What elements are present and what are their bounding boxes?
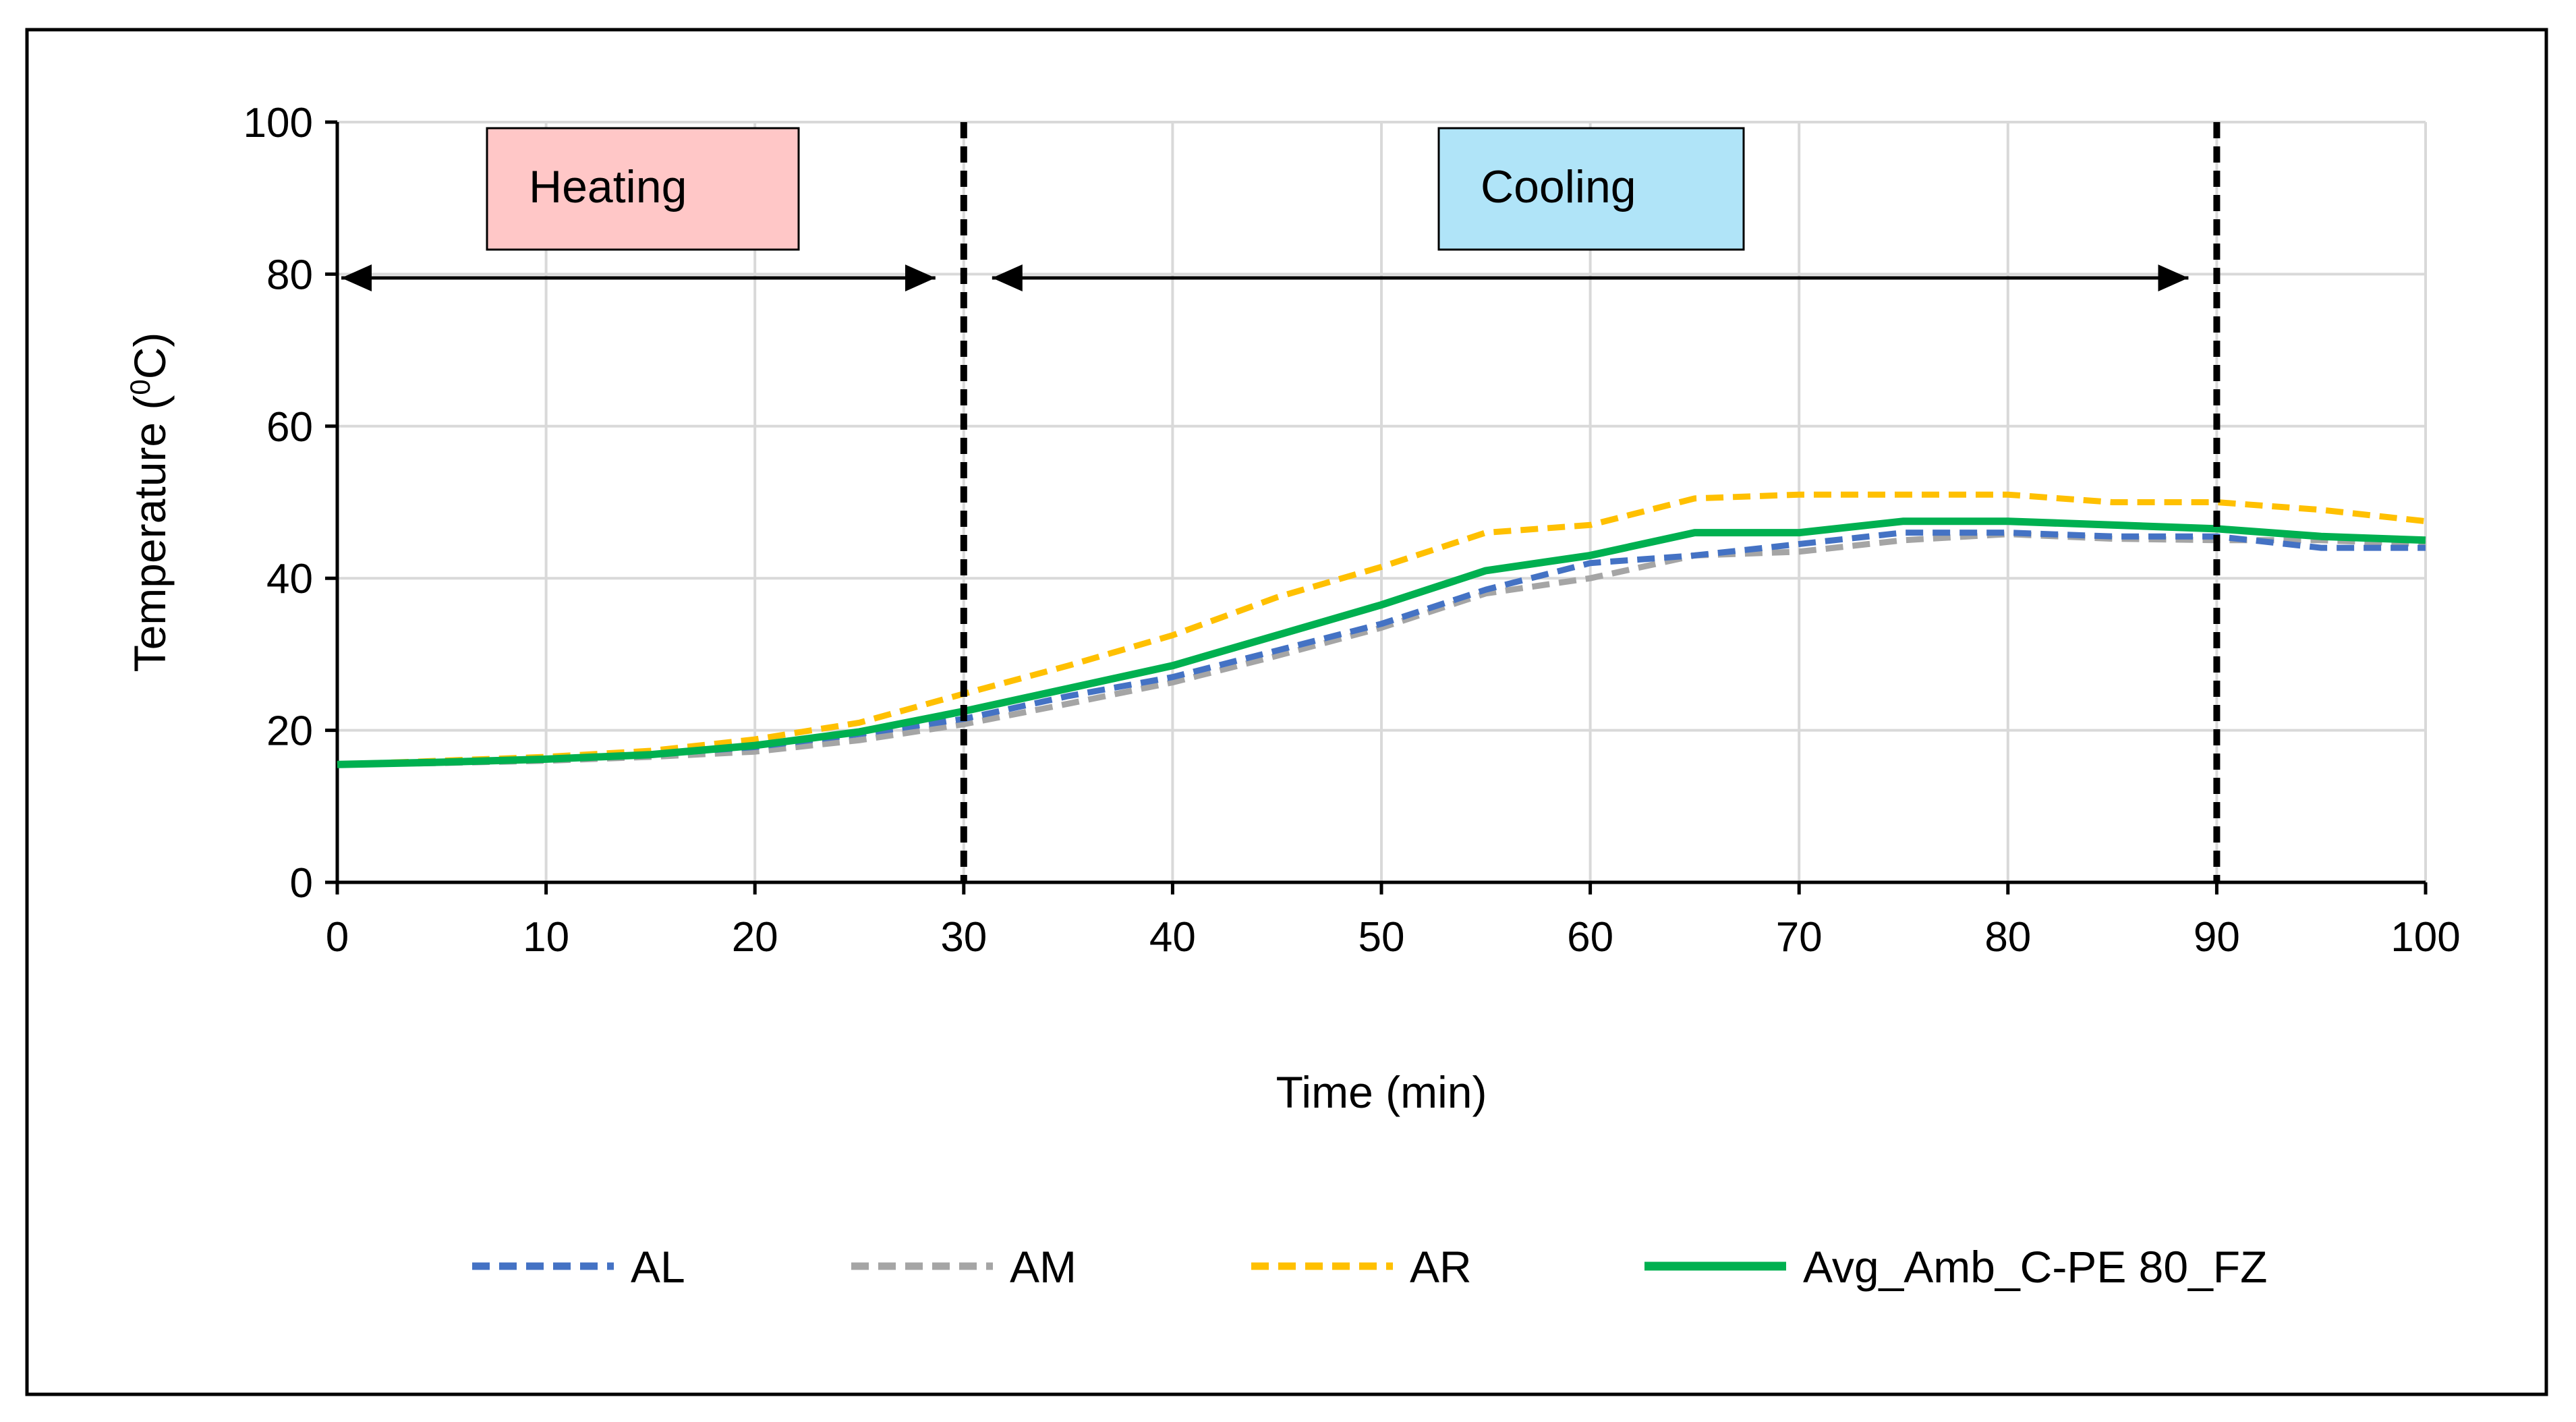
y-tick-label: 0 xyxy=(290,860,313,907)
y-axis-title-unit: C) xyxy=(125,333,175,380)
x-tick-label: 90 xyxy=(2194,914,2240,961)
y-axis-title: Temperature (0C) xyxy=(124,333,175,673)
x-tick-label: 40 xyxy=(1149,914,1196,961)
axes xyxy=(325,120,2428,894)
phase-label-heating: Heating xyxy=(529,161,687,212)
x-tick-label: 80 xyxy=(1984,914,2031,961)
x-tick-label: 60 xyxy=(1567,914,1613,961)
y-tick-label: 80 xyxy=(266,252,313,298)
legend-label-ar: AR xyxy=(1410,1242,1472,1292)
legend-label-avg-amb-c-pe-80-fz: Avg_Amb_C-PE 80_FZ xyxy=(1803,1242,2267,1292)
y-axis-title-superscript: 0 xyxy=(124,379,156,395)
phase-label-cooling: Cooling xyxy=(1481,161,1636,212)
y-tick-label: 100 xyxy=(244,100,313,146)
phase-box-cooling xyxy=(1437,127,1745,251)
x-tick-label: 10 xyxy=(523,914,569,961)
series-line-ar xyxy=(337,491,2426,768)
legend-label-am: AM xyxy=(1010,1242,1077,1292)
y-axis-title-main: Temperature ( xyxy=(125,395,175,673)
series-line-avg-amb-c-pe-80-fz xyxy=(337,517,2426,768)
legend: AL AM AR Avg_Amb_C-PE 80_FZ xyxy=(472,1242,2267,1292)
x-tick-label: 20 xyxy=(732,914,778,961)
y-tick-label: 20 xyxy=(266,708,313,755)
phase-annotations: Heating Cooling xyxy=(341,127,2189,292)
x-tick-label: 50 xyxy=(1358,914,1405,961)
x-tick-label: 30 xyxy=(940,914,987,961)
x-tick-label: 100 xyxy=(2391,914,2460,961)
y-tick-label: 60 xyxy=(266,404,313,451)
legend-label-al: AL xyxy=(631,1242,685,1292)
x-tick-label: 70 xyxy=(1776,914,1823,961)
tick-labels: 0 20 40 60 80 100 0 10 20 30 40 50 60 70 80 90 100 xyxy=(244,100,2461,961)
y-tick-label: 40 xyxy=(266,556,313,602)
vertical-markers xyxy=(960,122,2221,882)
chart-frame xyxy=(25,28,2548,1396)
phase-box-heating xyxy=(486,127,800,251)
series-lines xyxy=(337,491,2426,768)
x-tick-label: 0 xyxy=(326,914,349,961)
x-axis-title: Time (min) xyxy=(1276,1067,1487,1117)
series-line-al xyxy=(337,530,2426,768)
